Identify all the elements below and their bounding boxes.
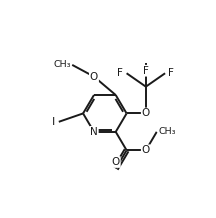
Text: N: N bbox=[90, 127, 98, 137]
Text: CH₃: CH₃ bbox=[53, 60, 70, 69]
Text: O: O bbox=[142, 145, 150, 155]
Text: F: F bbox=[117, 68, 123, 78]
Text: O: O bbox=[90, 72, 98, 82]
Text: O: O bbox=[142, 108, 150, 118]
Text: CH₃: CH₃ bbox=[158, 127, 176, 136]
Text: I: I bbox=[52, 117, 55, 127]
Text: O: O bbox=[112, 157, 120, 167]
Text: F: F bbox=[168, 68, 174, 78]
Text: F: F bbox=[143, 66, 149, 76]
